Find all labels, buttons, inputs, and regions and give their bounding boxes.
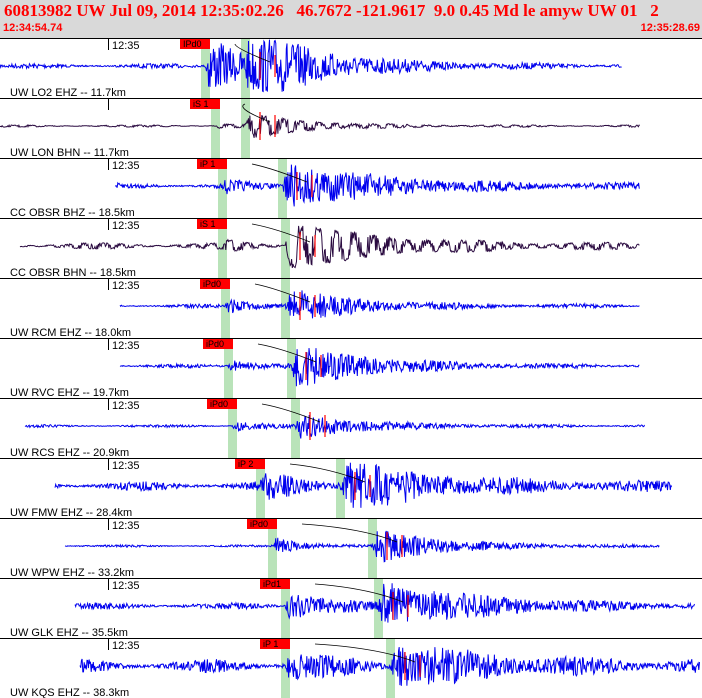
pick-flag[interactable] (197, 159, 227, 169)
traveltime-curve (254, 283, 311, 303)
station-label: CC OBSR BHN -- 18.5km (10, 267, 136, 279)
traveltime-curve (314, 643, 416, 663)
pick-band (368, 519, 377, 578)
traveltime-curve (314, 583, 404, 603)
traveltime-curve (242, 103, 271, 123)
pick-flag[interactable] (260, 639, 290, 649)
traveltime-curve (289, 463, 366, 483)
waveform[interactable] (119, 348, 640, 387)
station-label: CC OBSR BHZ -- 18.5km (10, 207, 135, 219)
time-label: 12:35 (112, 460, 140, 472)
trace-row[interactable]: 12:35 iPd0 UW RVC EHZ -- 19.7km (0, 338, 702, 400)
traveltime-curve (251, 223, 311, 243)
traveltime-curve (301, 523, 398, 543)
trace-row[interactable]: 12:35 iP 2 UW FMW EHZ -- 28.4km (0, 458, 702, 520)
trace-row[interactable]: 12:35 iPd0 UW RCM EHZ -- 18.0km (0, 278, 702, 340)
time-label: 12:35 (112, 400, 140, 412)
time-label: 12:35 (112, 220, 140, 232)
pick-flag[interactable] (200, 279, 230, 289)
pick-band (278, 159, 287, 218)
waveform[interactable] (24, 414, 645, 439)
pick-flag[interactable] (197, 219, 227, 229)
waveform[interactable] (119, 290, 640, 319)
pick-flag[interactable] (247, 519, 277, 529)
pick-band (228, 399, 237, 458)
pick-band (281, 219, 290, 278)
pick-flag[interactable] (207, 399, 237, 409)
window-start-time: 12:34:54.74 (3, 22, 63, 34)
pick-band (241, 39, 250, 98)
waveform[interactable] (79, 647, 700, 686)
pick-label: iPd0 (203, 279, 221, 289)
waveform[interactable] (74, 583, 695, 623)
trace-row[interactable]: 12:35 iP 1 CC OBSR BHZ -- 18.5km (0, 158, 702, 220)
trace-row[interactable]: 12:35 IPd0 UW LO2 EHZ -- 11.7km (0, 38, 702, 100)
waveform[interactable] (64, 530, 660, 563)
pick-label: iPd0 (206, 339, 224, 349)
pick-label: iS 1 (200, 219, 216, 229)
trace-row[interactable]: iS 1 UW LON BHN -- 11.7km (0, 98, 702, 160)
waveform[interactable] (114, 164, 640, 207)
station-label: UW RVC EHZ -- 19.7km (10, 387, 129, 399)
event-header: 60813982 UW Jul 09, 2014 12:35:02.26 46.… (0, 0, 702, 38)
time-label: 12:35 (112, 160, 140, 172)
station-label: UW KQS EHZ -- 38.3km (10, 687, 129, 698)
pick-label: iPd0 (250, 519, 268, 529)
station-label: UW WPW EHZ -- 33.2km (10, 567, 134, 579)
pick-label: iPd0 (210, 399, 228, 409)
traveltime-curve (261, 403, 321, 423)
waveform[interactable] (54, 462, 673, 508)
waveform[interactable] (19, 225, 640, 269)
seismogram-panel[interactable]: 12:35 IPd0 UW LO2 EHZ -- 11.7km iS 1 UW LON … (0, 38, 702, 698)
waveform[interactable] (0, 39, 622, 93)
time-label: 12:35 (112, 520, 140, 532)
station-label: UW RCS EHZ -- 20.9km (10, 447, 129, 459)
pick-band (221, 279, 230, 338)
pick-band (256, 459, 265, 518)
trace-row[interactable]: 12:35 iP 1 UW KQS EHZ -- 38.3km (0, 638, 702, 698)
trace-row[interactable]: 12:35 iPd0 UW RCS EHZ -- 20.9km (0, 398, 702, 460)
window-end-time: 12:35:28.69 (640, 22, 700, 34)
pick-flag[interactable] (235, 459, 265, 469)
pick-label: iPd1 (263, 579, 281, 589)
pick-label: iP 1 (200, 159, 215, 169)
pick-label: iS 1 (193, 99, 209, 109)
pick-label: IPd0 (183, 39, 202, 49)
traveltime-curve (257, 343, 317, 363)
pick-label: iP 2 (238, 459, 253, 469)
pick-band (268, 519, 277, 578)
waveform[interactable] (0, 114, 640, 138)
traveltime-curve (251, 163, 308, 183)
event-title: 60813982 UW Jul 09, 2014 12:35:02.26 46.… (4, 1, 659, 20)
time-label: 12:35 (112, 40, 140, 52)
station-label: UW FMW EHZ -- 28.4km (10, 507, 132, 519)
pick-band (211, 99, 220, 158)
pick-flag[interactable] (180, 39, 210, 49)
time-label: 12:35 (112, 640, 140, 652)
pick-flag[interactable] (260, 579, 290, 589)
time-label: 12:35 (112, 340, 140, 352)
time-label: 12:35 (112, 580, 140, 592)
time-label: 12:35 (112, 280, 140, 292)
pick-flag[interactable] (190, 99, 220, 109)
station-label: UW LO2 EHZ -- 11.7km (10, 87, 126, 99)
pick-flag[interactable] (203, 339, 233, 349)
trace-row[interactable]: 12:35 iPd0 UW WPW EHZ -- 33.2km (0, 518, 702, 580)
pick-band (241, 99, 250, 158)
station-label: UW GLK EHZ -- 35.5km (10, 627, 128, 639)
station-label: UW RCM EHZ -- 18.0km (10, 327, 131, 339)
pick-label: iP 1 (263, 639, 278, 649)
trace-row[interactable]: 12:35 iS 1 CC OBSR BHN -- 18.5km (0, 218, 702, 280)
trace-row[interactable]: 12:35 iPd1 UW GLK EHZ -- 35.5km (0, 578, 702, 640)
station-label: UW LON BHN -- 11.7km (10, 147, 129, 159)
traveltime-curve (234, 43, 271, 63)
